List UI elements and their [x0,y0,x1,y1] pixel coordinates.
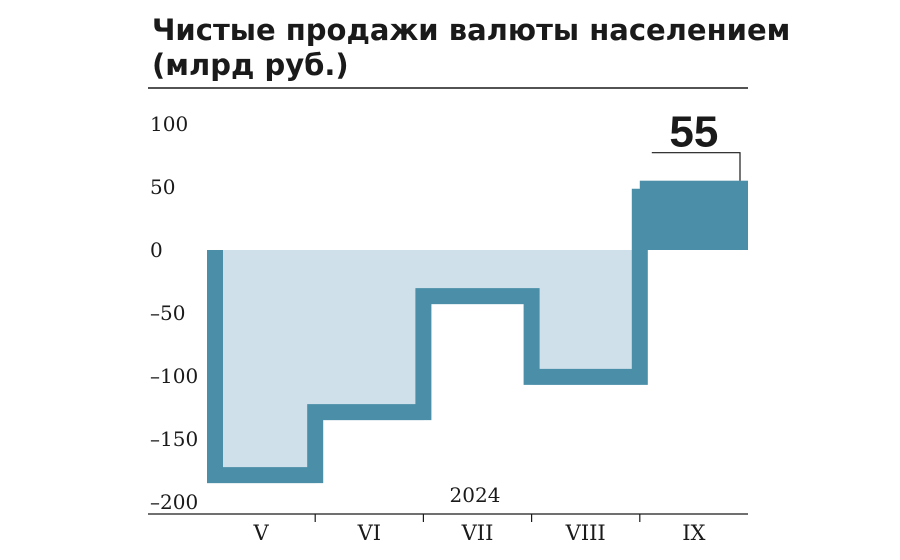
y-tick-label: 0 [150,238,163,262]
y-tick-label: 100 [150,112,188,136]
y-axis: 100 50 0 –50 –100 –150 –200 [150,112,198,514]
callout: 55 [651,108,741,181]
bar-layer [639,180,748,250]
y-tick-label: –100 [150,364,198,388]
x-tick-label-viii: VIII [565,521,606,545]
y-tick-label: –50 [150,301,185,325]
x-tick-label-vi: VI [357,521,381,545]
series-step-line [207,188,648,484]
chart-title-line-1: Чистые продажи валюты населением [152,13,790,47]
y-tick-label: –150 [150,427,198,451]
x-axis: V VI VII VIII IX [253,514,706,545]
callout-bracket [651,152,741,181]
x-tick-label-vii: VII [461,521,494,545]
line-layer [207,188,648,484]
year-label: 2024 [450,483,501,507]
x-tick-label-ix: IX [682,521,705,545]
chart-title-line-2: (млрд руб.) [152,48,349,82]
y-tick-label: 50 [150,175,175,199]
bar-ix [639,180,748,250]
area-layer [207,250,641,484]
area-segment-viii [531,250,641,385]
y-tick-label: –200 [150,490,198,514]
area-segment-vi [315,250,424,421]
area-segment-v [207,250,316,484]
callout-value: 55 [669,108,718,157]
x-tick-label-v: V [253,521,270,545]
